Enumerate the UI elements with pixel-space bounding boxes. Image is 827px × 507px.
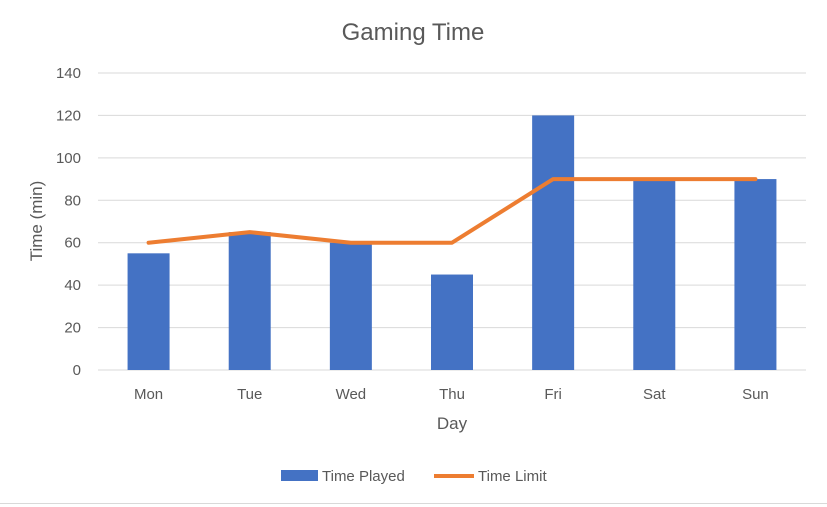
- x-axis-ticks: Mon Tue Wed Thu Fri Sat Sun: [134, 386, 769, 403]
- y-tick-label: 140: [56, 65, 81, 82]
- x-tick-label: Sat: [643, 386, 666, 403]
- y-tick-label: 40: [64, 277, 81, 294]
- y-tick-label: 60: [64, 235, 81, 252]
- y-tick-label: 120: [56, 107, 81, 124]
- y-tick-label: 0: [73, 362, 81, 379]
- y-axis-title: Time (min): [27, 181, 46, 262]
- bar-thu: [431, 274, 473, 370]
- legend-label-time-limit: Time Limit: [478, 468, 547, 485]
- bar-tue: [228, 232, 271, 370]
- time-limit-line: [146, 177, 758, 245]
- chart-bottom-border: [0, 503, 827, 504]
- y-tick-label: 100: [56, 150, 81, 167]
- x-tick-label: Sun: [742, 386, 769, 403]
- legend: Time Played Time Limit: [281, 468, 547, 485]
- x-axis-title: Day: [437, 414, 468, 433]
- x-tick-label: Mon: [134, 386, 163, 403]
- time-limit-line-group: [146, 177, 758, 245]
- x-tick-label: Fri: [544, 386, 562, 403]
- chart-title: Gaming Time: [342, 19, 485, 46]
- y-tick-label: 80: [64, 192, 81, 209]
- y-tick-label: 20: [64, 320, 81, 337]
- y-axis-ticks: 0 20 40 60 80 100 120 140: [56, 65, 81, 379]
- time-played-bars: [127, 115, 777, 370]
- bar-mon: [127, 253, 170, 370]
- bar-sat: [633, 179, 676, 370]
- legend-swatch-time-played: [281, 470, 318, 481]
- bar-fri: [532, 115, 575, 370]
- x-tick-label: Wed: [336, 386, 367, 403]
- x-tick-label: Thu: [439, 386, 465, 403]
- legend-label-time-played: Time Played: [322, 468, 405, 485]
- bar-sun: [734, 179, 777, 370]
- bar-wed: [329, 242, 372, 370]
- x-tick-label: Tue: [237, 386, 262, 403]
